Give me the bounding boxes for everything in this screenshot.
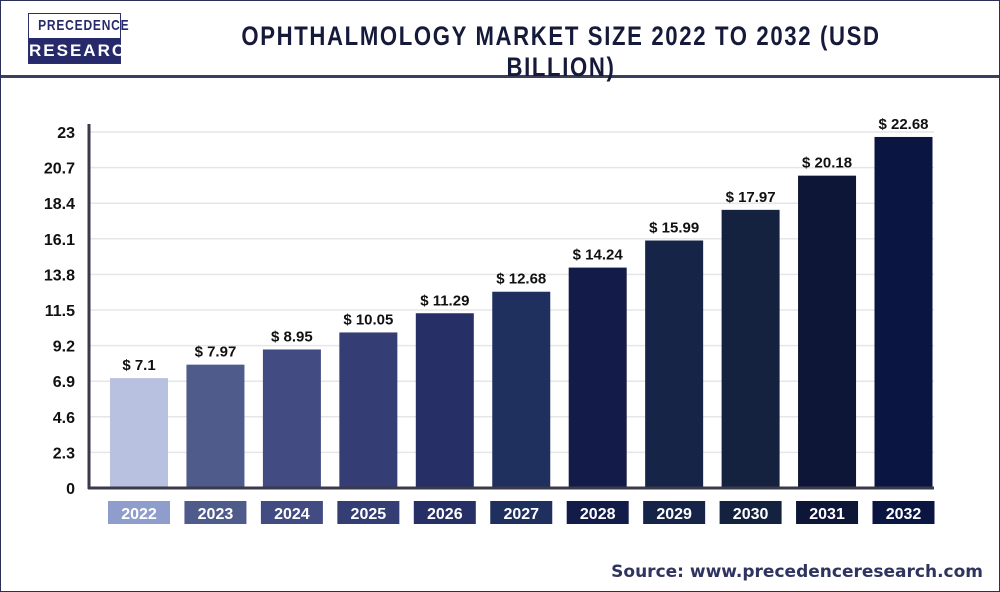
y-tick-label: 9.2	[53, 339, 75, 356]
bar-2022	[110, 378, 168, 488]
x-tick-label: 2024	[274, 506, 310, 523]
x-label-box	[184, 501, 247, 524]
chart-title: OPHTHALMOLOGY MARKET SIZE 2022 TO 2032 (…	[241, 21, 881, 82]
data-label: $ 20.18	[802, 155, 852, 172]
x-tick-label: 2026	[427, 506, 463, 523]
x-label-box	[260, 501, 323, 524]
bar-2025	[339, 332, 398, 488]
logo-line-2: RESEARCH	[29, 38, 138, 63]
y-tick-label: 23	[57, 125, 75, 142]
bar-2027	[492, 291, 551, 488]
data-label: $ 22.68	[878, 116, 928, 133]
x-label-box	[490, 501, 553, 524]
logo-line-1: PRECEDENCE	[38, 14, 129, 38]
data-label: $ 7.1	[122, 357, 155, 374]
y-tick-label: 20.7	[44, 161, 75, 178]
precedence-research-logo: PRECEDENCE RESEARCH	[28, 13, 138, 64]
x-tick-label: 2031	[809, 506, 845, 523]
header: PRECEDENCE RESEARCH OPHTHALMOLOGY MARKET…	[1, 1, 999, 82]
bar-2032	[874, 136, 933, 488]
y-tick-label: 2.3	[53, 445, 75, 462]
data-label: $ 17.97	[726, 189, 776, 206]
bar-2023	[186, 364, 245, 488]
bar-2024	[262, 349, 321, 488]
y-tick-label: 16.1	[44, 232, 75, 249]
bar-2031	[798, 175, 857, 489]
x-label-box	[108, 501, 170, 524]
x-tick-label: 2029	[656, 506, 692, 523]
bar-2030	[721, 209, 780, 488]
x-tick-label: 2028	[580, 506, 616, 523]
y-tick-label: 11.5	[45, 303, 75, 320]
x-label-box	[796, 501, 859, 524]
data-label: $ 12.68	[496, 271, 546, 288]
x-tick-label: 2027	[503, 506, 539, 523]
data-label: $ 8.95	[271, 328, 313, 345]
x-label-box	[566, 501, 629, 524]
x-label-box	[872, 501, 935, 524]
x-tick-label: 2032	[886, 506, 922, 523]
x-tick-label: 2025	[351, 506, 387, 523]
source-text: Source: www.precedenceresearch.com	[611, 562, 983, 582]
data-label: $ 7.97	[195, 344, 237, 361]
x-label-box	[413, 501, 476, 524]
x-tick-label: 2022	[121, 506, 157, 523]
x-label-box	[337, 501, 400, 524]
y-tick-label: 0	[66, 481, 75, 498]
data-label: $ 15.99	[649, 220, 699, 237]
y-tick-label: 13.8	[44, 267, 75, 284]
bar-2026	[415, 313, 474, 488]
x-label-box	[643, 501, 706, 524]
x-tick-label: 2023	[198, 506, 234, 523]
x-tick-label: 2030	[733, 506, 769, 523]
y-tick-label: 4.6	[53, 410, 75, 427]
y-tick-label: 6.9	[53, 374, 75, 391]
data-label: $ 14.24	[573, 247, 624, 264]
y-tick-label: 18.4	[44, 196, 75, 213]
bar-2029	[645, 240, 704, 488]
bar-2028	[568, 267, 627, 488]
data-label: $ 11.29	[420, 292, 469, 309]
x-label-box	[719, 501, 782, 524]
data-label: $ 10.05	[343, 311, 393, 328]
